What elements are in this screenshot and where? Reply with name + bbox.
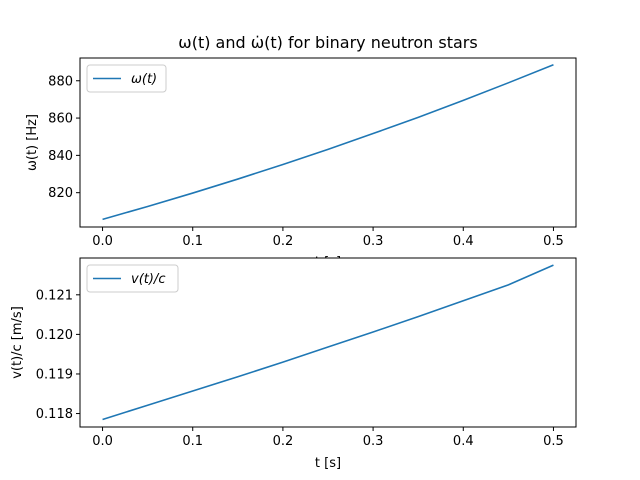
velocity-y-tick-label: 0.118 — [36, 407, 73, 422]
velocity-x-tick-label: 0.5 — [543, 434, 564, 449]
velocity-y-tick-label: 0.120 — [36, 328, 73, 343]
omega-y-tick-label: 880 — [48, 74, 73, 89]
velocity-legend-label: v(t)/c — [131, 272, 165, 287]
omega-y-axis-label: ω(t) [Hz] — [25, 114, 40, 171]
omega-x-tick-label: 0.1 — [182, 234, 203, 249]
velocity-legend: v(t)/c — [86, 264, 179, 293]
omega-legend-label: ω(t) — [131, 72, 157, 87]
omega-x-tick-label: 0.4 — [453, 234, 474, 249]
velocity-y-axis-label: v(t)/c [m/s] — [10, 306, 25, 379]
velocity-x-tick-label: 0.1 — [182, 434, 203, 449]
omega-x-tick-label: 0.3 — [363, 234, 384, 249]
omega-legend: ω(t) — [86, 64, 167, 93]
omega-y-tick-label: 820 — [48, 186, 73, 201]
velocity-x-tick-label: 0.3 — [363, 434, 384, 449]
omega-legend-box — [86, 64, 167, 93]
omega-x-tick-label: 0.2 — [273, 234, 294, 249]
velocity-subplot: 0.0 0.1 0.2 0.3 0.4 0.5 0.118 0.119 0.120 0.121 v… — [10, 257, 577, 471]
omega-y-tick-label: 860 — [48, 112, 73, 127]
omega-subplot: 0.0 0.1 0.2 0.3 0.4 0.5 820 840 860 880 ω(t) [Hz]… — [25, 57, 577, 270]
omega-series-line — [102, 63, 554, 221]
velocity-y-tick-label: 0.121 — [36, 288, 73, 303]
chart-title: ω(t) and ω̇(t) for binary neutron stars — [178, 33, 477, 52]
omega-plot-frame — [79, 57, 577, 228]
omega-y-tick-label: 840 — [48, 149, 73, 164]
velocity-x-axis-label: t [s] — [315, 456, 341, 471]
velocity-x-tick-label: 0.2 — [273, 434, 294, 449]
omega-x-tick-label: 0.0 — [92, 234, 113, 249]
velocity-legend-box — [86, 264, 179, 293]
velocity-y-tick-label: 0.119 — [36, 367, 73, 382]
velocity-ticks: 0.0 0.1 0.2 0.3 0.4 0.5 0.118 0.119 0.120 0.121 — [36, 288, 564, 449]
velocity-x-tick-label: 0.4 — [453, 434, 474, 449]
omega-ticks: 0.0 0.1 0.2 0.3 0.4 0.5 820 840 860 880 — [48, 74, 564, 249]
omega-x-tick-label: 0.5 — [543, 234, 564, 249]
velocity-x-tick-label: 0.0 — [92, 434, 113, 449]
velocity-series-line — [102, 264, 554, 421]
